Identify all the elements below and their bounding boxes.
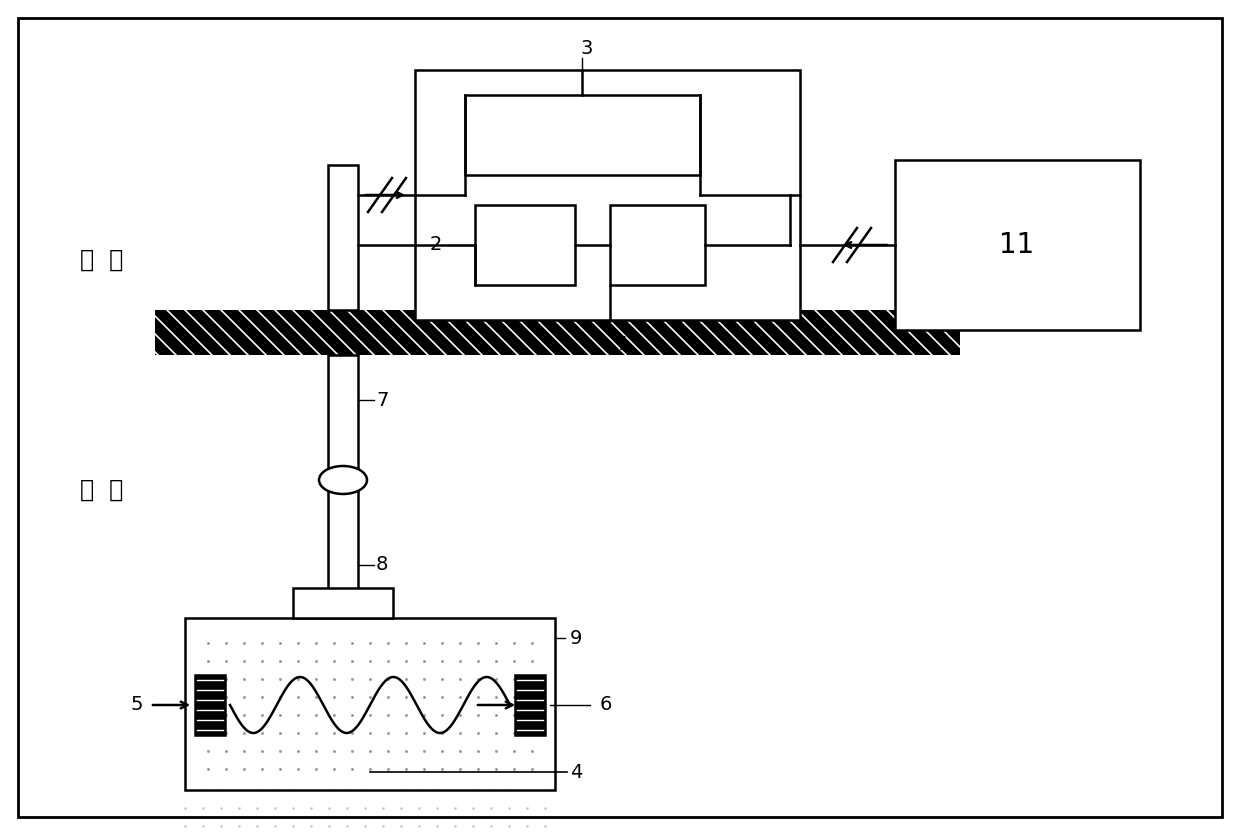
Bar <box>329 165 358 310</box>
Text: 11: 11 <box>999 231 1034 259</box>
Bar <box>515 675 546 735</box>
Text: 1: 1 <box>618 335 630 354</box>
Text: 6: 6 <box>600 696 613 715</box>
Bar <box>185 618 556 790</box>
Text: 土  体: 土 体 <box>81 478 123 502</box>
Text: 4: 4 <box>570 762 583 782</box>
Text: 7: 7 <box>376 391 388 409</box>
Bar <box>415 70 800 320</box>
Bar <box>329 355 358 620</box>
Text: 9: 9 <box>570 629 583 647</box>
Bar <box>895 160 1140 330</box>
Text: 3: 3 <box>580 39 593 58</box>
Bar <box>155 310 960 355</box>
Bar <box>293 588 393 618</box>
Bar <box>475 205 575 285</box>
Bar <box>195 675 224 735</box>
Text: 2: 2 <box>430 235 443 255</box>
Text: 5: 5 <box>130 696 143 715</box>
Text: 地  面: 地 面 <box>81 248 123 272</box>
Text: 8: 8 <box>376 555 388 574</box>
Ellipse shape <box>319 466 367 494</box>
Bar <box>610 205 706 285</box>
Bar <box>465 95 701 175</box>
